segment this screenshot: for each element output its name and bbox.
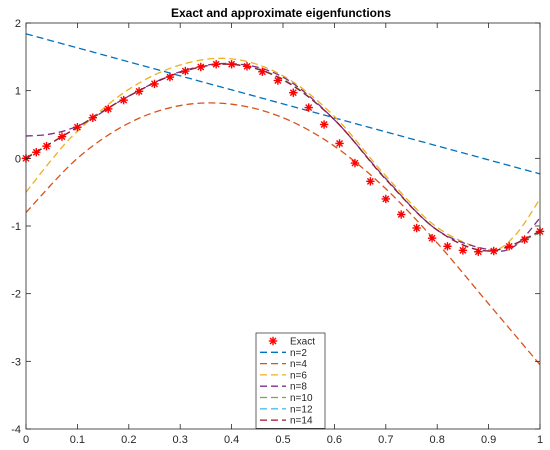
exact-marker <box>335 139 344 148</box>
legend-label: n=2 <box>290 348 307 359</box>
exact-marker <box>134 87 144 96</box>
x-tick-label: 0.3 <box>173 434 188 446</box>
exact-marker <box>258 67 267 76</box>
legend-label: n=4 <box>290 359 307 370</box>
legend-label: n=10 <box>290 393 313 404</box>
exact-marker <box>504 242 514 251</box>
series-line-n14 <box>25 63 541 252</box>
legend-marker-exact <box>268 336 278 346</box>
series-line-n6 <box>25 57 541 251</box>
exact-marker <box>304 103 313 112</box>
exact-marker <box>443 242 452 251</box>
series-line-n4 <box>25 102 541 366</box>
y-tick-label: -1 <box>11 221 21 233</box>
exact-marker <box>273 76 283 85</box>
exact-marker <box>104 104 113 114</box>
exact-marker <box>165 72 175 82</box>
exact-marker <box>181 66 190 76</box>
chart-title: Exact and approximate eigenfunctions <box>171 6 391 20</box>
legend-box <box>255 332 326 429</box>
x-tick-label: 0.5 <box>275 434 290 446</box>
series-line-n12 <box>25 63 541 252</box>
y-tick-label: -4 <box>11 424 21 436</box>
exact-marker <box>32 148 41 157</box>
x-tick-label: 0 <box>23 434 29 446</box>
x-tick-label: 0.6 <box>327 434 342 446</box>
exact-marker <box>319 120 329 129</box>
legend-label: n=14 <box>290 416 313 427</box>
plot-area <box>21 33 545 366</box>
x-tick-label: 0.9 <box>481 434 496 446</box>
series-line-n8 <box>25 62 541 252</box>
x-tick-label: 0.8 <box>430 434 445 446</box>
y-tick-label: 1 <box>15 86 21 98</box>
exact-marker <box>73 123 82 132</box>
exact-marker <box>242 62 252 71</box>
x-tick-label: 1 <box>537 434 543 446</box>
exact-marker <box>397 210 406 219</box>
exact-marker <box>211 60 221 69</box>
exact-marker <box>119 95 128 105</box>
exact-marker <box>520 235 529 244</box>
x-tick-label: 0.2 <box>121 434 136 446</box>
y-tick-label: 2 <box>15 18 21 30</box>
exact-marker <box>350 158 360 168</box>
series-line-n10 <box>25 63 541 252</box>
exact-marker <box>489 246 498 256</box>
y-tick-label: -2 <box>11 289 21 301</box>
exact-marker <box>427 233 437 243</box>
legend-label: n=12 <box>290 404 313 415</box>
legend-label: n=6 <box>290 370 307 381</box>
x-tick-label: 0.4 <box>224 434 239 446</box>
exact-marker <box>289 88 298 97</box>
axes: 0 0.1 0.2 0.3 0.4 0.5 0.6 0.7 0.8 0.9 1 -4 -3 -2 -1 0 1 2 <box>11 18 543 446</box>
legend-label: n=8 <box>290 382 307 393</box>
exact-marker <box>381 194 390 204</box>
x-tick-label: 0.7 <box>378 434 393 446</box>
legend-label: Exact <box>290 337 315 348</box>
exact-marker <box>150 79 159 89</box>
x-tick-label: 0.1 <box>70 434 85 446</box>
exact-marker <box>474 247 483 256</box>
y-tick-label: 0 <box>15 153 21 165</box>
exact-marker <box>42 141 51 151</box>
exact-marker <box>227 60 236 69</box>
exact-marker <box>196 62 205 72</box>
series-line-n2 <box>25 33 541 175</box>
y-tick-label: -3 <box>11 356 21 368</box>
exact-marker <box>458 246 468 255</box>
exact-marker <box>366 177 375 186</box>
exact-marker <box>57 132 67 141</box>
exact-marker <box>88 113 98 122</box>
exact-marker <box>412 223 421 233</box>
